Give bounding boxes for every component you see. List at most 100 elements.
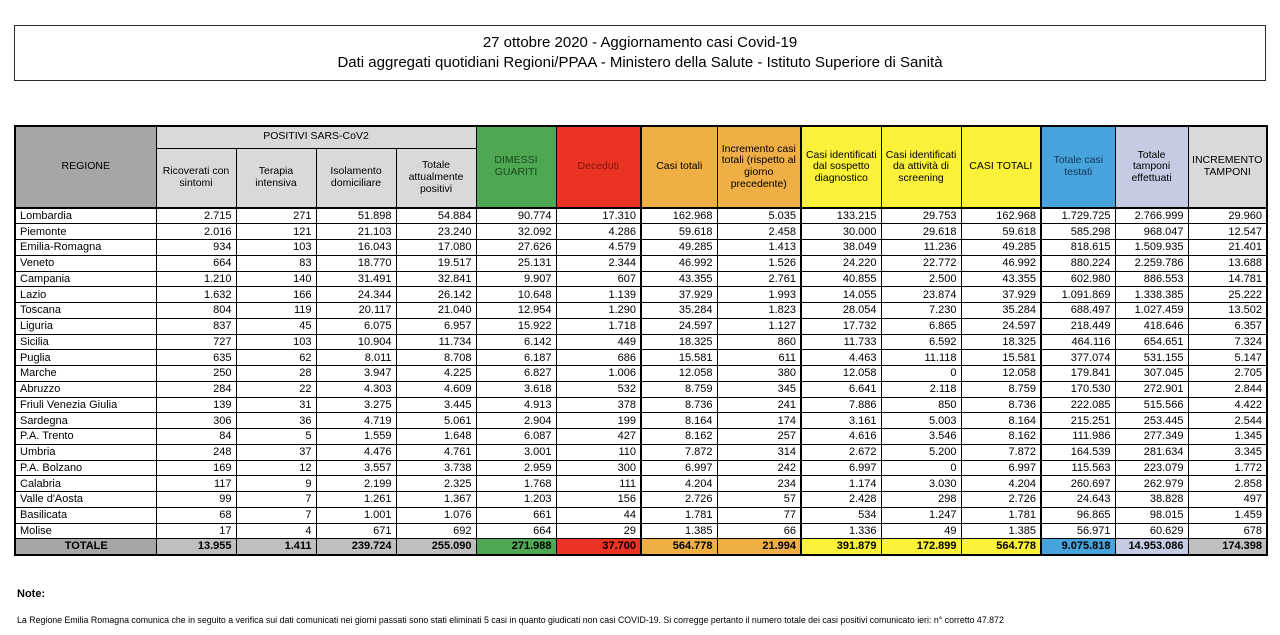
cell-isolamento-domiciliare: 18.770 [315,254,397,272]
cell-incremento-casi-totali: 345 [716,380,802,398]
cell-incremento-casi-totali: 21.994 [716,538,802,555]
table-row: Friuli Venezia Giulia 139 31 3.275 3.445 4.91… [14,396,1268,414]
cell-incremento-tamponi: 174.398 [1187,538,1268,555]
cell-isolamento-domiciliare: 51.898 [315,207,397,225]
table-row: Lazio 1.632 166 24.344 26.142 10.648 1.139 37.9… [14,286,1268,303]
cell-totale-tamponi: 281.634 [1114,443,1189,461]
cell-totale-attualmente-positivi: 2.325 [395,475,477,492]
cell-totale-attualmente-positivi: 32.841 [395,270,477,288]
cell-isolamento-domiciliare: 4.719 [315,412,397,429]
cell-terapia-intensiva: 5 [235,428,317,445]
cell-dimessi-guariti: 6.087 [475,428,557,445]
cell-terapia-intensiva: 62 [235,349,317,366]
region-name: Toscana [14,302,157,319]
cell-terapia-intensiva: 7 [235,491,317,508]
cell-casi-totali: 49.285 [640,239,718,256]
cell-casi-totali-caps: 8.164 [960,412,1042,429]
cell-incremento-casi-totali: 57 [716,491,802,508]
cell-totale-casi-testati: 24.643 [1040,491,1116,508]
cell-casi-totali-caps: 1.781 [960,506,1042,524]
cell-incremento-casi-totali: 860 [716,333,802,351]
cell-casi-screening: 11.236 [880,239,962,256]
cell-ricoverati-con-sintomi: 169 [155,459,237,477]
cell-incremento-tamponi: 2.705 [1187,365,1268,382]
cell-casi-screening: 298 [880,491,962,508]
cell-ricoverati-con-sintomi: 727 [155,333,237,351]
total-row: TOTALE 13.955 1.411 239.724 255.090 271.988 37… [14,538,1268,555]
cell-casi-totali-caps: 46.992 [960,254,1042,272]
cell-deceduti: 1.290 [555,302,642,319]
cell-dimessi-guariti: 661 [475,506,557,524]
cell-totale-attualmente-positivi: 1.076 [395,506,477,524]
cell-casi-sospetto-diagnostico: 391.879 [800,538,882,555]
cell-terapia-intensiva: 271 [235,207,317,225]
cell-casi-sospetto-diagnostico: 40.855 [800,270,882,288]
table-row: P.A. Trento 84 5 1.559 1.648 6.087 427 8.162 257… [14,428,1268,445]
cell-casi-totali: 35.284 [640,302,718,319]
cell-casi-totali-caps: 35.284 [960,302,1042,319]
cell-casi-totali: 46.992 [640,254,718,272]
cell-deceduti: 532 [555,380,642,398]
region-name: Sardegna [14,412,157,429]
cell-isolamento-domiciliare: 3.557 [315,459,397,477]
region-name: Lazio [14,286,157,303]
table-row: Sardegna 306 36 4.719 5.061 2.904 199 8.164 174 3… [14,412,1268,429]
table-row: Toscana 804 119 20.117 21.040 12.954 1.290 35.2… [14,302,1268,319]
cell-terapia-intensiva: 9 [235,475,317,492]
cell-totale-attualmente-positivi: 3.738 [395,459,477,477]
cell-terapia-intensiva: 7 [235,506,317,524]
cell-totale-tamponi: 968.047 [1114,223,1189,240]
cell-isolamento-domiciliare: 3.275 [315,396,397,414]
region-name: Lombardia [14,207,157,225]
cell-totale-tamponi: 253.445 [1114,412,1189,429]
table-row: Basilicata 68 7 1.001 1.076 661 44 1.781 77 534 1.… [14,506,1268,524]
cell-casi-totali: 564.778 [640,538,718,555]
report-title: 27 ottobre 2020 - Aggiornamento casi Cov… [482,34,798,51]
col-header-casi-totali-caps: CASI TOTALI [960,125,1042,209]
cell-ricoverati-con-sintomi: 2.016 [155,223,237,240]
cell-casi-screening: 3.030 [880,475,962,492]
cell-totale-attualmente-positivi: 4.761 [395,443,477,461]
cell-deceduti: 427 [555,428,642,445]
cell-incremento-tamponi: 5.147 [1187,349,1268,366]
cell-totale-tamponi: 272.901 [1114,380,1189,398]
table-row: Molise 17 4 671 692 664 29 1.385 66 1.336 49 1.385 5… [14,522,1268,540]
cell-incremento-casi-totali: 77 [716,506,802,524]
cell-terapia-intensiva: 121 [235,223,317,240]
cell-casi-totali: 15.581 [640,349,718,366]
cell-incremento-tamponi: 7.324 [1187,333,1268,351]
cell-terapia-intensiva: 4 [235,522,317,540]
cell-incremento-casi-totali: 314 [716,443,802,461]
col-header-casi-screening: Casi identificati da attività di screeni… [880,125,962,209]
cell-ricoverati-con-sintomi: 284 [155,380,237,398]
cell-isolamento-domiciliare: 20.117 [315,302,397,319]
cell-dimessi-guariti: 271.988 [475,538,557,555]
cell-totale-tamponi: 307.045 [1114,365,1189,382]
cell-incremento-tamponi: 1.459 [1187,506,1268,524]
report-subtitle: Dati aggregati quotidiani Regioni/PPAA -… [337,54,943,71]
cell-totale-casi-testati: 111.986 [1040,428,1116,445]
cell-ricoverati-con-sintomi: 117 [155,475,237,492]
cell-totale-attualmente-positivi: 692 [395,522,477,540]
table-row: Sicilia 727 103 10.904 11.734 6.142 449 18.325 8… [14,333,1268,351]
cell-casi-totali-caps: 4.204 [960,475,1042,492]
cell-totale-casi-testati: 164.539 [1040,443,1116,461]
cell-incremento-tamponi: 3.345 [1187,443,1268,461]
cell-casi-sospetto-diagnostico: 38.049 [800,239,882,256]
cell-totale-casi-testati: 602.980 [1040,270,1116,288]
cell-casi-sospetto-diagnostico: 3.161 [800,412,882,429]
notes-text: La Regione Emilia Romagna comunica che i… [17,615,1004,625]
cell-incremento-casi-totali: 1.127 [716,317,802,335]
cell-totale-tamponi: 1.509.935 [1114,239,1189,256]
table-row: Umbria 248 37 4.476 4.761 3.001 110 7.872 314 2.6… [14,443,1268,461]
cell-incremento-tamponi: 6.357 [1187,317,1268,335]
cell-casi-totali-caps: 1.385 [960,522,1042,540]
table-row: Piemonte 2.016 121 21.103 23.240 32.092 4.286 5… [14,223,1268,240]
cell-ricoverati-con-sintomi: 837 [155,317,237,335]
cell-totale-casi-testati: 215.251 [1040,412,1116,429]
cell-casi-totali: 12.058 [640,365,718,382]
cell-dimessi-guariti: 10.648 [475,286,557,303]
cell-totale-tamponi: 14.953.086 [1114,538,1189,555]
cell-totale-casi-testati: 1.729.725 [1040,207,1116,225]
region-name: Abruzzo [14,380,157,398]
